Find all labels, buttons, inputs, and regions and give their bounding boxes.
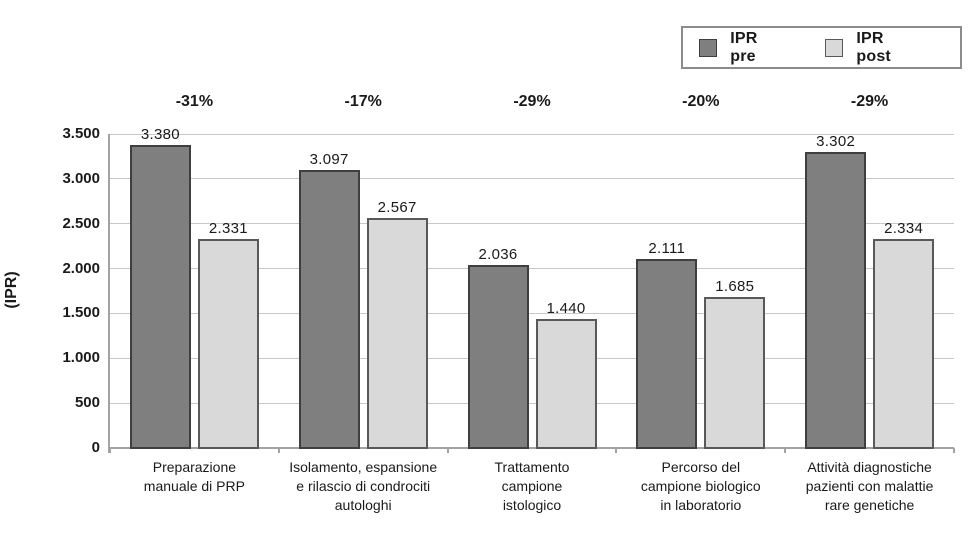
- bar-value-label: 2.036: [478, 246, 518, 264]
- bar-pre-2: [298, 170, 360, 449]
- legend-swatch-ipr-pre: [699, 38, 718, 57]
- bar-post-2: [366, 217, 428, 449]
- gridline-1500: [110, 312, 954, 314]
- delta-label: -29%: [513, 93, 551, 110]
- gridline-1000: [110, 357, 954, 359]
- bar-value-label: 2.331: [208, 219, 248, 237]
- y-tick-label: 0: [91, 439, 100, 456]
- category-tick: [953, 448, 955, 453]
- category-label: Isolamento, espansione e rilascio di con…: [289, 459, 438, 513]
- category-label: Trattamento campione istologico: [494, 459, 570, 513]
- gridline-500: [110, 402, 954, 404]
- bar-post-3: [535, 318, 597, 449]
- delta-label: -31%: [175, 93, 214, 110]
- category-tick: [615, 448, 618, 453]
- gridline-3000: [110, 178, 954, 180]
- bar-value-label: 1.685: [715, 277, 755, 295]
- y-tick-label: 500: [74, 394, 100, 412]
- legend-label-ipr-post: IPR post: [856, 29, 891, 65]
- gridline-2500: [110, 223, 954, 225]
- bar-post-5: [873, 238, 935, 449]
- delta-label: -17%: [344, 93, 382, 110]
- y-axis-line: [108, 134, 110, 453]
- plot-area: 3.380 3.097 2.036 2.111 3.302 2.331 2.567 1.440…: [108, 126, 955, 453]
- legend-item-ipr-post: IPR post: [825, 30, 920, 66]
- category-tick: [109, 448, 111, 453]
- bar-value-label: 3.302: [816, 132, 856, 150]
- category-tick: [277, 448, 280, 453]
- bar-value-label: 2.334: [884, 219, 924, 237]
- bar-value-label: 2.567: [377, 198, 417, 216]
- y-tick-label: 3.500: [62, 125, 100, 142]
- gridline-2000: [110, 268, 954, 270]
- category-label: Preparazione manuale di PRP: [143, 459, 245, 494]
- bar-value-label: 3.380: [140, 125, 180, 143]
- y-tick-label: 3.000: [62, 169, 100, 187]
- legend-swatch-ipr-post: [825, 38, 844, 57]
- bar-pre-3: [467, 265, 529, 449]
- legend: IPR pre IPR post: [681, 26, 962, 69]
- bar-value-label: 2.111: [648, 239, 686, 257]
- bar-pre-1: [129, 144, 191, 449]
- bar-pre-5: [805, 151, 867, 449]
- y-tick-label: 1.000: [62, 349, 100, 367]
- category-label: Percorso del campione biologico in labor…: [640, 459, 761, 513]
- bar-post-4: [704, 296, 766, 449]
- category-label: Attività diagnostiche pazienti con malat…: [805, 459, 934, 513]
- bar-post-1: [197, 238, 259, 449]
- category-tick: [446, 448, 449, 453]
- delta-label: -29%: [850, 93, 889, 110]
- gridline-3500: [110, 133, 954, 135]
- y-tick-label: 1.500: [62, 304, 100, 322]
- legend-label-ipr-pre: IPR pre: [730, 29, 758, 65]
- delta-label: -20%: [682, 93, 720, 110]
- x-axis-line: [108, 447, 954, 449]
- y-tick-label: 2.000: [62, 259, 100, 277]
- legend-item-ipr-pre: IPR pre: [699, 30, 785, 66]
- bar-pre-4: [636, 258, 698, 449]
- y-axis-title: (IPR): [3, 271, 20, 309]
- bar-value-label: 3.097: [309, 151, 349, 169]
- category-tick: [784, 448, 787, 453]
- y-tick-label: 2.500: [62, 214, 100, 232]
- bar-value-label: 1.440: [546, 299, 586, 317]
